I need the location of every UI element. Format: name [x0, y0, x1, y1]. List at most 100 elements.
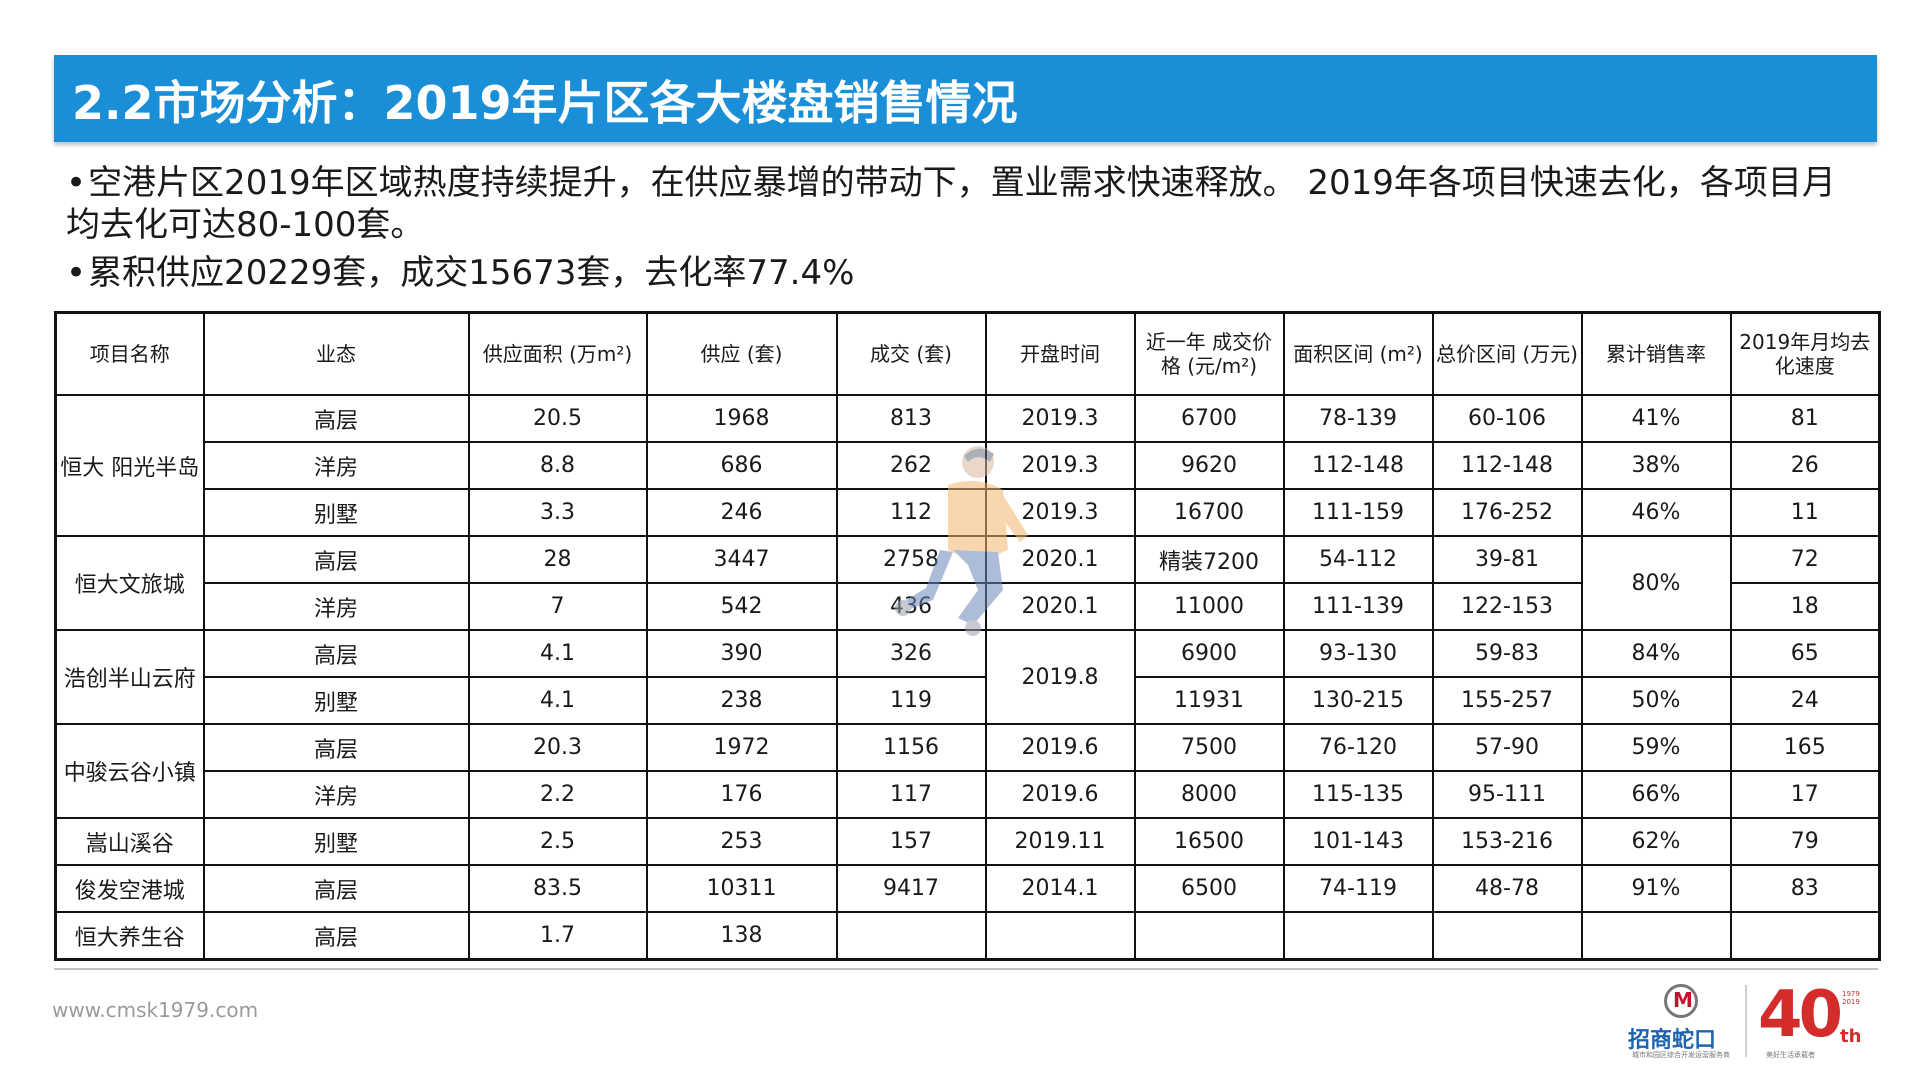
cell-supply: 138 — [645, 911, 838, 961]
cell-price: 9620 — [1133, 441, 1285, 490]
cell-supply: 3447 — [645, 535, 838, 584]
cell-supply: 686 — [645, 441, 838, 490]
cell-supply: 238 — [645, 676, 838, 725]
summary-bullets: •空港片区2019年区域热度持续提升，在供应暴增的带动下，置业需求快速释放。 2… — [66, 162, 1866, 300]
cell-price: 6500 — [1133, 864, 1285, 913]
cell-type: 高层 — [202, 629, 470, 678]
cell-rate: 91% — [1580, 864, 1732, 913]
logo-divider — [1745, 985, 1747, 1057]
cell-area: 2.5 — [467, 817, 648, 866]
bullet-1: •空港片区2019年区域热度持续提升，在供应暴增的带动下，置业需求快速释放。 2… — [66, 162, 1866, 246]
col-header-total: 总价区间 (万元) — [1431, 311, 1583, 396]
cell-size: 111-139 — [1282, 582, 1434, 631]
cell-total: 48-78 — [1431, 864, 1583, 913]
company-logo: 招商蛇口 城市和园区综合开发运营服务商 — [1622, 982, 1742, 1062]
cell-supply: 10311 — [645, 864, 838, 913]
cell-type: 高层 — [202, 723, 470, 772]
cell-total: 155-257 — [1431, 676, 1583, 725]
cell-sold: 157 — [835, 817, 987, 866]
cell-type: 别墅 — [202, 817, 470, 866]
cell-open — [984, 911, 1136, 961]
cell-rate: 38% — [1580, 441, 1732, 490]
col-header-size: 面积区间 (m²) — [1282, 311, 1434, 396]
cell-area: 2.2 — [467, 770, 648, 819]
bullet-dot: • — [66, 253, 87, 293]
cell-sold: 9417 — [835, 864, 987, 913]
cell-size: 74-119 — [1282, 864, 1434, 913]
cell-size: 93-130 — [1282, 629, 1434, 678]
cell-price: 精装7200 — [1133, 535, 1285, 584]
project-name: 恒大养生谷 — [54, 911, 205, 961]
cell-supply: 390 — [645, 629, 838, 678]
cell-rate: 41% — [1580, 394, 1732, 443]
cell-type: 洋房 — [202, 441, 470, 490]
cell-open: 2019.6 — [984, 770, 1136, 819]
cell-rate: 50% — [1580, 676, 1732, 725]
col-header-rate: 累计销售率 — [1580, 311, 1732, 396]
cell-type: 高层 — [202, 394, 470, 443]
cell-total: 60-106 — [1431, 394, 1583, 443]
cell-price — [1133, 911, 1285, 961]
cell-speed: 72 — [1729, 535, 1881, 584]
cell-size: 78-139 — [1282, 394, 1434, 443]
cell-sold: 326 — [835, 629, 987, 678]
cell-rate: 46% — [1580, 488, 1732, 537]
cell-size: 111-159 — [1282, 488, 1434, 537]
cell-speed: 65 — [1729, 629, 1881, 678]
bullet-2: •累积供应20229套，成交15673套，去化率77.4% — [66, 252, 1866, 294]
cell-speed: 83 — [1729, 864, 1881, 913]
anniversary-suffix: th — [1840, 1026, 1862, 1047]
cell-type: 洋房 — [202, 582, 470, 631]
cell-speed: 24 — [1729, 676, 1881, 725]
cell-area: 1.7 — [467, 911, 648, 961]
footer-divider — [54, 968, 1878, 970]
cell-price: 16500 — [1133, 817, 1285, 866]
table-row: 中骏云谷小镇 高层 20.3 1972 1156 2019.6 7500 76-… — [54, 723, 1881, 819]
cell-rate: 66% — [1580, 770, 1732, 819]
cell-price: 7500 — [1133, 723, 1285, 772]
cell-rate: 84% — [1580, 629, 1732, 678]
cell-rate: 80% — [1580, 535, 1732, 631]
cell-supply: 1972 — [645, 723, 838, 772]
cell-size: 130-215 — [1282, 676, 1434, 725]
cell-rate: 59% — [1580, 723, 1732, 772]
cell-area: 20.5 — [467, 394, 648, 443]
col-header-area: 供应面积 (万m²) — [467, 311, 648, 396]
cell-supply: 246 — [645, 488, 838, 537]
cell-open: 2019.11 — [984, 817, 1136, 866]
cell-open: 2019.3 — [984, 441, 1136, 490]
cell-speed: 18 — [1729, 582, 1881, 631]
cell-supply: 176 — [645, 770, 838, 819]
project-name: 浩创半山云府 — [54, 629, 205, 725]
bullet-text: 累积供应20229套，成交15673套，去化率77.4% — [88, 253, 855, 293]
cell-type: 高层 — [202, 911, 470, 961]
col-header-type: 业态 — [202, 311, 470, 396]
cell-price: 6700 — [1133, 394, 1285, 443]
cell-sold: 117 — [835, 770, 987, 819]
table-row: 恒大养生谷 高层 1.7 138 — [54, 911, 1881, 961]
logo-tagline: 城市和园区综合开发运营服务商 — [1632, 1051, 1730, 1059]
cell-area: 3.3 — [467, 488, 648, 537]
cell-supply: 1968 — [645, 394, 838, 443]
cell-total: 176-252 — [1431, 488, 1583, 537]
project-name: 恒大 阳光半岛 — [54, 394, 205, 537]
cell-rate: 62% — [1580, 817, 1732, 866]
cell-open: 2019.8 — [984, 629, 1136, 725]
cell-speed: 165 — [1729, 723, 1881, 772]
project-name: 中骏云谷小镇 — [54, 723, 205, 819]
bullet-dot: • — [66, 163, 87, 203]
cell-area: 28 — [467, 535, 648, 584]
cell-type: 别墅 — [202, 676, 470, 725]
col-header-price: 近一年 成交价格 (元/m²) — [1133, 311, 1285, 396]
col-header-open: 开盘时间 — [984, 311, 1136, 396]
cell-speed: 81 — [1729, 394, 1881, 443]
cell-sold: 813 — [835, 394, 987, 443]
cell-size: 112-148 — [1282, 441, 1434, 490]
cell-type: 高层 — [202, 864, 470, 913]
cell-speed — [1729, 911, 1881, 961]
table-row: 洋房 7 542 436 2020.1 11000 111-139 122-15… — [56, 582, 1881, 631]
project-name: 嵩山溪谷 — [54, 817, 205, 866]
cell-size: 101-143 — [1282, 817, 1434, 866]
project-name: 俊发空港城 — [54, 864, 205, 913]
cell-price: 16700 — [1133, 488, 1285, 537]
